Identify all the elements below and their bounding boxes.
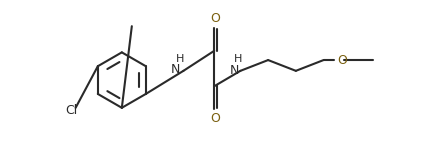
Text: N: N	[229, 64, 239, 77]
Text: H: H	[176, 54, 184, 64]
Text: O: O	[210, 12, 220, 25]
Text: O: O	[338, 54, 347, 67]
Text: H: H	[234, 54, 242, 64]
Text: O: O	[210, 112, 220, 125]
Text: Cl: Cl	[65, 104, 77, 117]
Text: N: N	[171, 63, 180, 76]
